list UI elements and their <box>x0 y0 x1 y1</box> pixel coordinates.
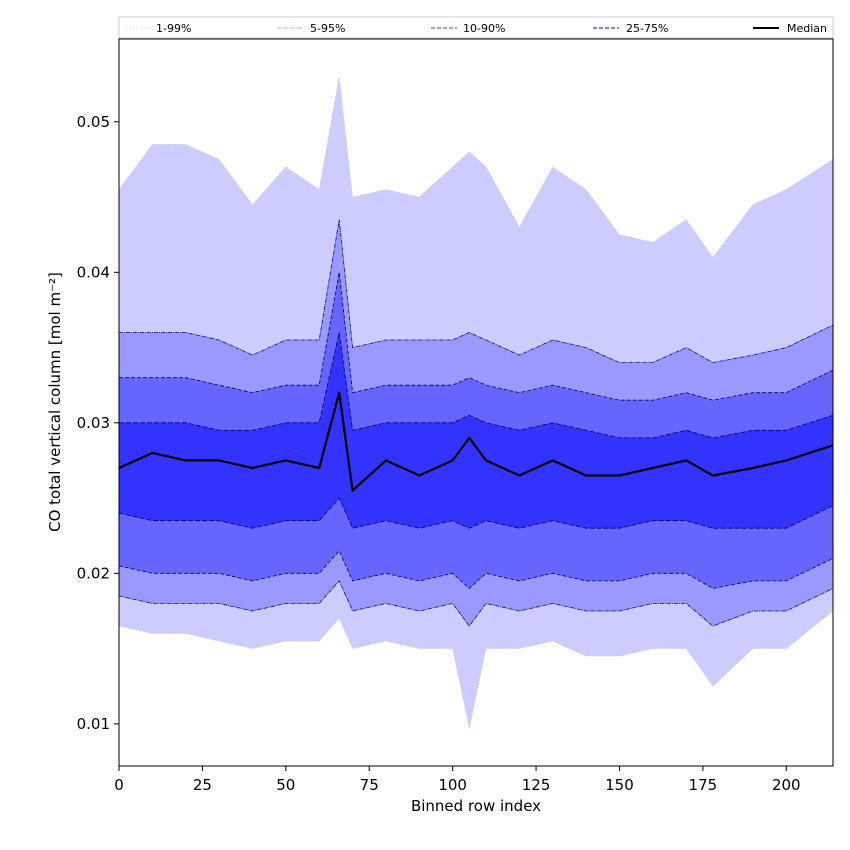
y-tick-label: 0.02 <box>77 564 110 582</box>
x-axis: 0 25 50 75 100 125 150 175 200 <box>114 766 801 794</box>
median-layer <box>119 391 833 492</box>
band-25-75% <box>119 332 833 529</box>
x-tick-label: 75 <box>360 776 379 794</box>
legend-label-10-90%: 10-90% <box>463 22 505 35</box>
x-tick-label: 175 <box>689 776 718 794</box>
band-lower-edge-10-90% <box>119 550 833 589</box>
band-upper-edge-5-95% <box>119 219 833 364</box>
legend-label-5-95%: 5-95% <box>310 22 345 35</box>
plot-frame <box>118 38 834 767</box>
band-upper-edge-10-90% <box>119 272 833 401</box>
bands-layer <box>119 76 833 729</box>
y-axis-label: CO total vertical column [mol m⁻²] <box>46 272 64 532</box>
y-tick-label: 0.03 <box>77 414 110 432</box>
legend-label-25-75%: 25-75% <box>626 22 668 35</box>
x-tick-label: 200 <box>772 776 801 794</box>
band-upper-edge-1-99% <box>119 76 833 258</box>
band-lower-edge-5-95% <box>119 580 833 627</box>
x-tick-label: 25 <box>193 776 212 794</box>
legend-label-1-99%: 1-99% <box>156 22 191 35</box>
median-line <box>119 391 833 492</box>
legend-box <box>118 16 834 39</box>
band-upper-edge-25-75% <box>119 332 833 439</box>
legend: 1-99% 5-95% 10-90% 25-75% Median <box>118 16 834 39</box>
x-tick-label: 125 <box>522 776 551 794</box>
legend-label-Median: Median <box>787 22 827 35</box>
x-tick-label: 50 <box>276 776 295 794</box>
y-axis: 0.01 0.02 0.03 0.04 0.05 <box>77 113 119 733</box>
band-lower-edge-25-75% <box>119 497 833 529</box>
band-lower-edge-1-99% <box>119 610 833 729</box>
y-tick-label: 0.01 <box>77 715 110 733</box>
y-tick-label: 0.04 <box>77 263 110 281</box>
x-tick-label: 100 <box>438 776 467 794</box>
x-tick-label: 0 <box>114 776 124 794</box>
x-tick-label: 150 <box>605 776 634 794</box>
y-tick-label: 0.05 <box>77 113 110 131</box>
x-axis-label: Binned row index <box>411 797 541 815</box>
